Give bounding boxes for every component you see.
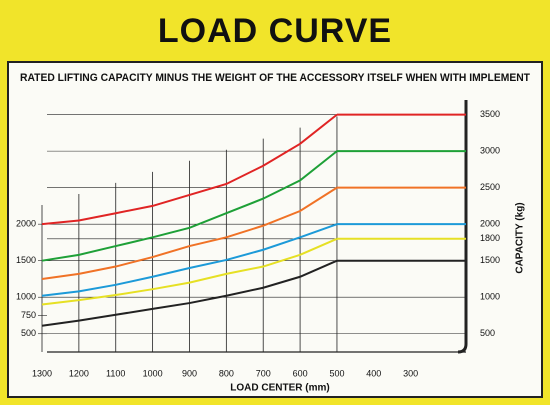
series-line (41, 186, 338, 280)
y-tick-label: 2500 (480, 182, 500, 192)
y-tick-label: 1000 (480, 292, 500, 302)
x-tick-label: 1000 (143, 368, 163, 378)
y2-tick-label: 500 (21, 328, 36, 338)
x-tick-label: 500 (329, 368, 344, 378)
x-tick-label: 1100 (106, 368, 125, 378)
series-line (41, 237, 338, 306)
y-tick-label: 1500 (480, 255, 500, 265)
y2-tick-label: 1500 (16, 255, 36, 265)
y-tick-label: 500 (480, 328, 495, 338)
chart-title: LOAD CURVE (158, 12, 392, 50)
x-tick-label: 900 (182, 368, 197, 378)
panel (7, 61, 543, 398)
x-tick-label: 700 (256, 368, 271, 378)
series-line (41, 223, 338, 297)
y-tick-label: 3500 (480, 109, 500, 119)
y-tick-label: 2000 (480, 219, 500, 229)
y2-tick-label: 2000 (16, 219, 36, 229)
y-axis-label: CAPACITY (kg) (515, 202, 526, 273)
y-tick-label: 1800 (480, 233, 500, 243)
x-tick-label: 800 (219, 368, 234, 378)
y2-tick-label: 750 (21, 310, 36, 320)
y2-tick-label: 1000 (16, 292, 36, 302)
series-line (41, 150, 338, 262)
x-tick-label: 400 (366, 368, 381, 378)
series-line (41, 259, 338, 327)
x-tick-label: 600 (293, 368, 308, 378)
x-tick-label: 1300 (32, 368, 52, 378)
subtitle: RATED LIFTING CAPACITY MINUS THE WEIGHT … (20, 72, 530, 84)
x-tick-label: 1200 (69, 368, 89, 378)
y-tick-label: 3000 (480, 146, 500, 156)
series-line (41, 113, 338, 226)
x-tick-label: 300 (403, 368, 418, 378)
x-axis-label: LOAD CENTER (mm) (230, 383, 329, 394)
y-axis (457, 100, 468, 354)
